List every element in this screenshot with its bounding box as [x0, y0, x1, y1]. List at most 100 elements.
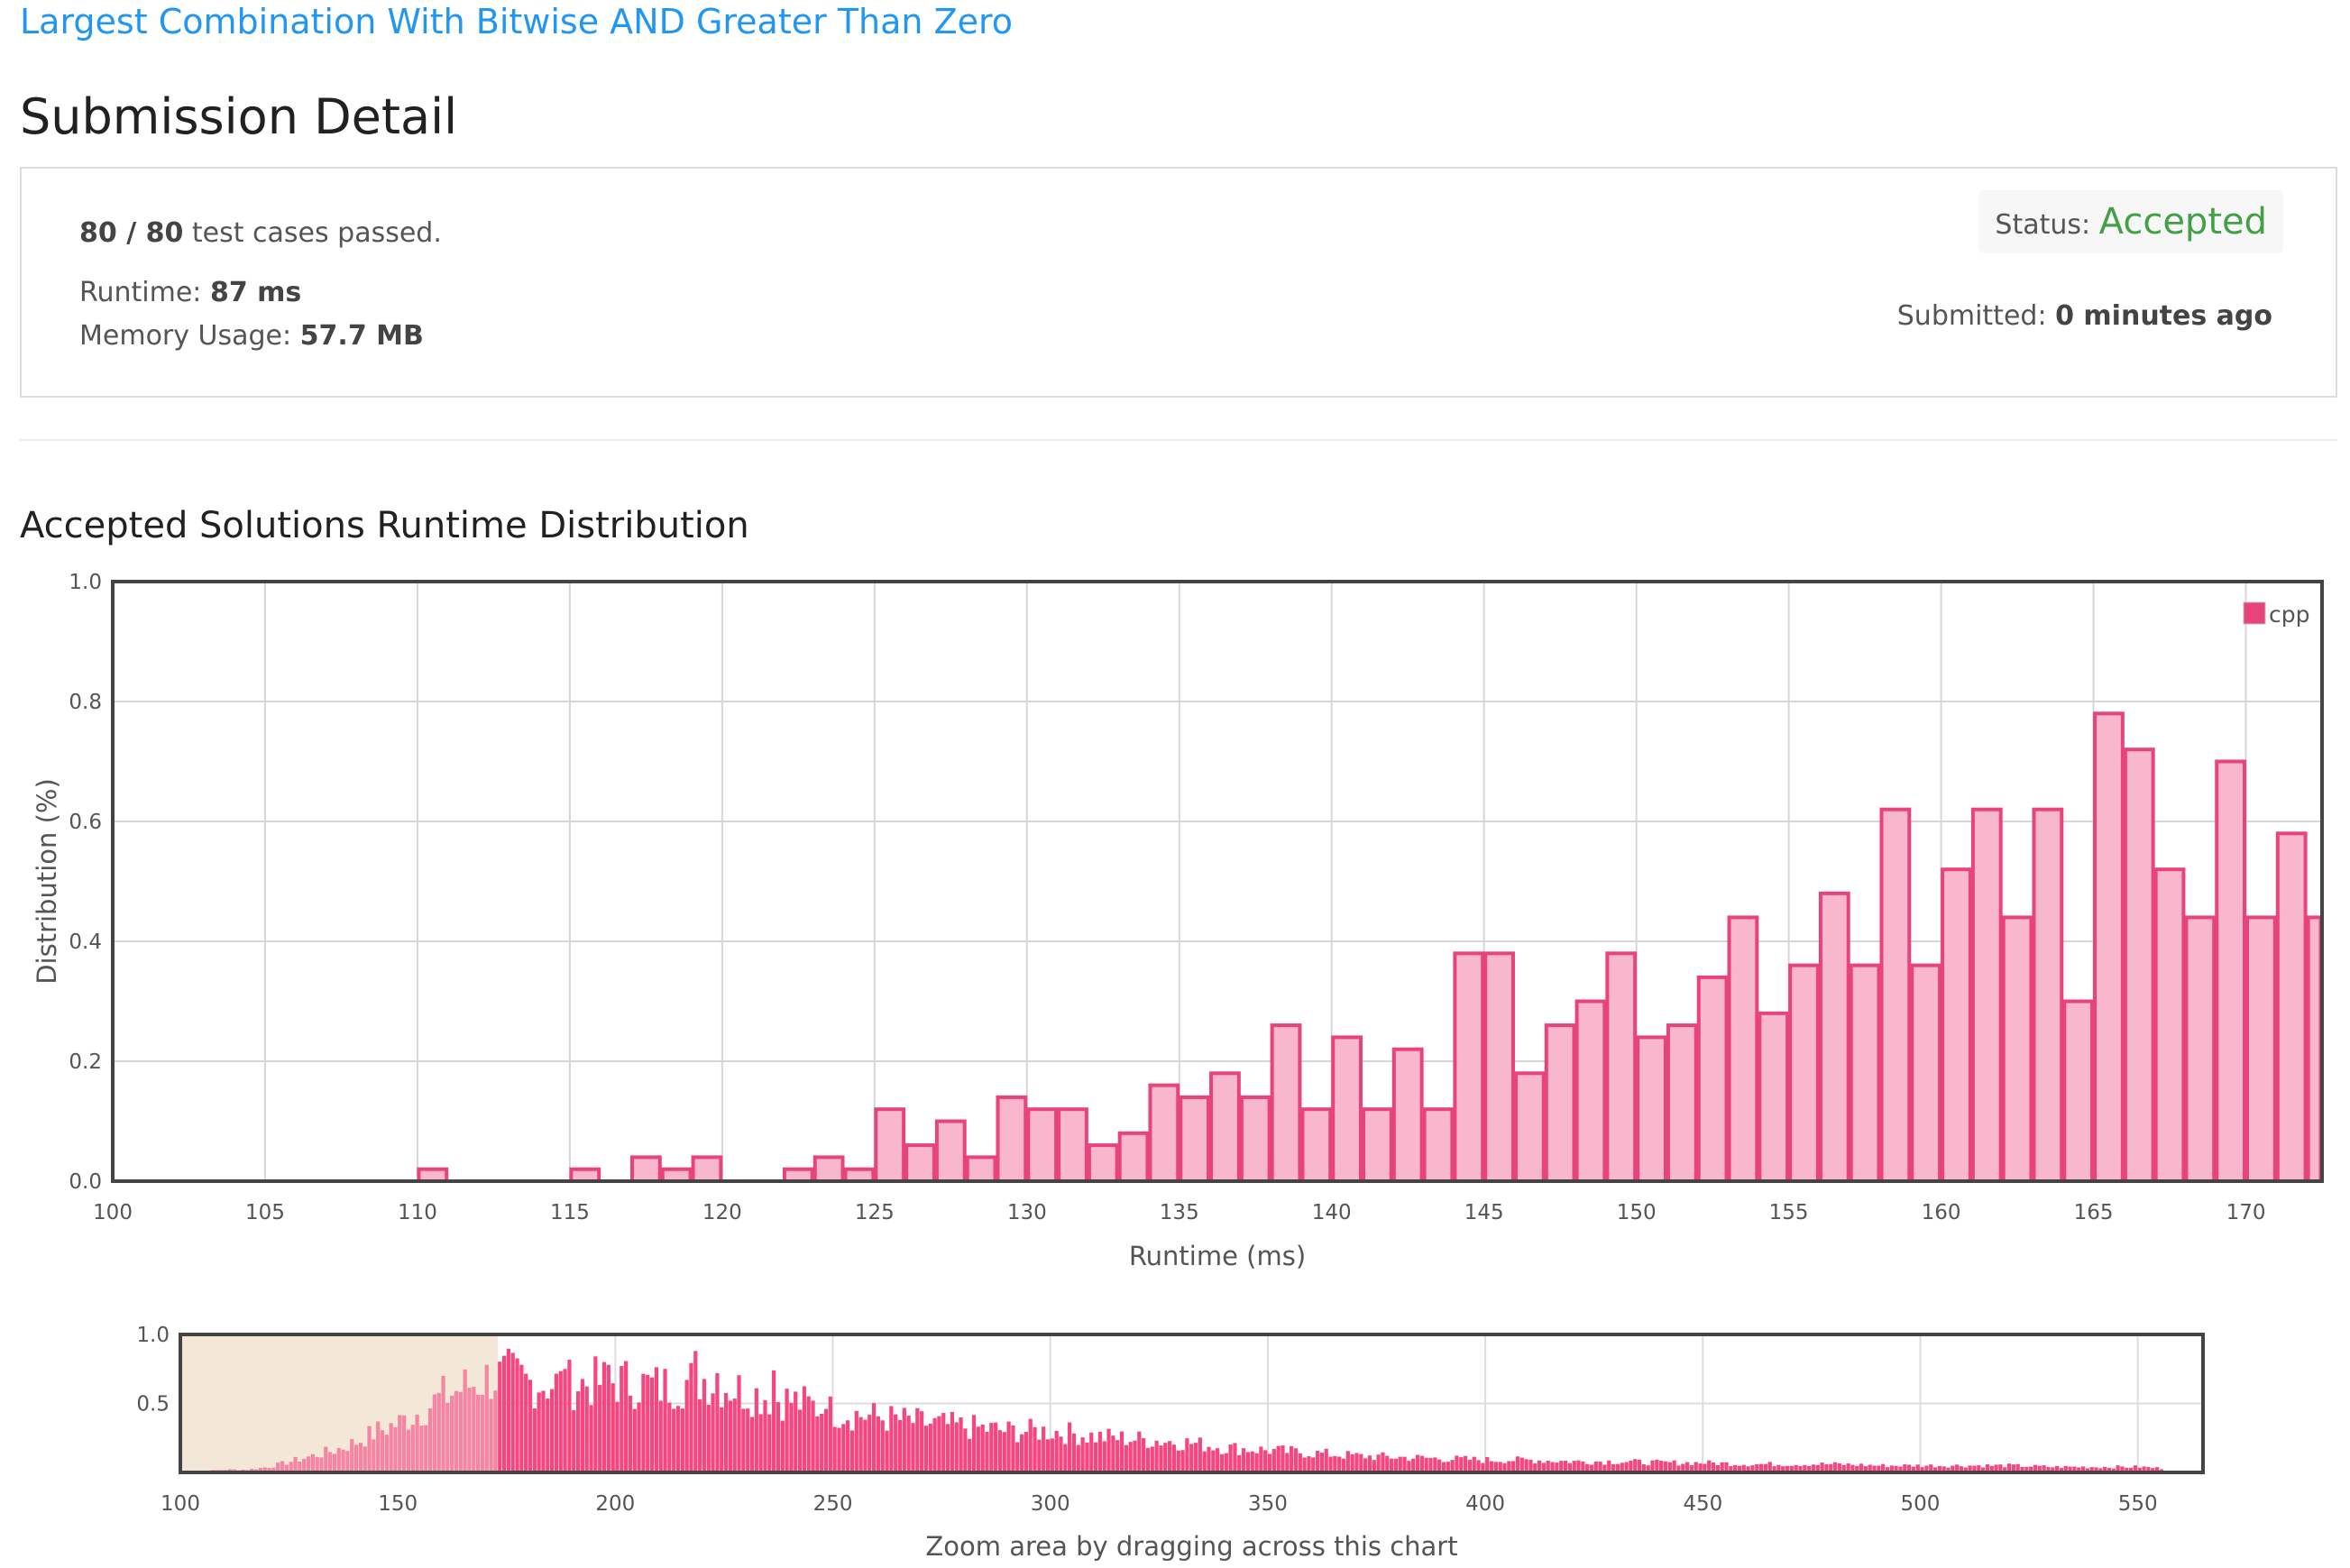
overview-bar [1811, 1464, 1816, 1472]
runtime-bar [996, 1095, 1028, 1184]
runtime-bar [904, 1143, 936, 1183]
overview-bar [1259, 1446, 1263, 1472]
overview-bar [436, 1392, 441, 1472]
overview-bar [384, 1435, 389, 1472]
main-x-tick-label: 160 [1922, 1201, 1961, 1224]
main-chart[interactable]: 100 105 110 115 120 125 130 135 140 145 150 155 160 1… [32, 571, 2324, 1271]
overview-bar [2029, 1466, 2033, 1472]
overview-bar [1703, 1463, 1707, 1472]
overview-bar [1281, 1445, 1285, 1472]
overview-bar [1846, 1463, 1850, 1472]
overview-bar [693, 1351, 698, 1472]
overview-bar [1855, 1465, 1859, 1472]
overview-bar [1441, 1462, 1446, 1472]
overview-bar [906, 1416, 911, 1472]
overview-bar [1715, 1464, 1720, 1472]
overview-bar [1298, 1453, 1302, 1472]
overview-bar [1803, 1464, 1807, 1472]
overview-bar [1951, 1465, 1955, 1472]
overview-bar [324, 1446, 328, 1472]
overview-bar [2046, 1467, 2051, 1472]
main-x-tick-label: 100 [93, 1201, 133, 1224]
overview-bar [684, 1380, 689, 1472]
overview-bar [1572, 1461, 1576, 1472]
overview-x-tick-label: 400 [1465, 1492, 1505, 1516]
overview-bar [1620, 1463, 1624, 1472]
overview-bar [402, 1415, 407, 1472]
overview-bar [954, 1422, 959, 1472]
overview-bar [367, 1426, 372, 1472]
overview-bar [593, 1356, 598, 1472]
overview-bar [920, 1411, 924, 1472]
overview-bar [2154, 1467, 2160, 1472]
overview-bar [711, 1393, 715, 1472]
overview-bar [1581, 1461, 1585, 1472]
overview-bar [641, 1373, 646, 1472]
runtime-bar [1453, 951, 1485, 1184]
overview-bar [871, 1403, 877, 1472]
overview-bar [558, 1371, 563, 1472]
overview-bar [1733, 1464, 1738, 1472]
overview-bar [728, 1400, 733, 1472]
overview-bar [963, 1428, 968, 1472]
overview-bar [706, 1405, 711, 1472]
memory-line: Memory Usage: 57.7 MB [79, 320, 424, 352]
overview-bar [1767, 1462, 1772, 1472]
overview-bar [350, 1438, 354, 1472]
overview-bar [341, 1449, 345, 1472]
overview-bar [1071, 1433, 1077, 1472]
overview-bar [794, 1391, 798, 1472]
overview-bar [1472, 1456, 1476, 1472]
status-value: Accepted [2098, 201, 2267, 243]
overview-chart[interactable]: 100 150 200 250 300 350 400 450 500 550 0.5 1.0 Zoo… [136, 1324, 2205, 1562]
overview-bar [306, 1456, 311, 1472]
submitted-label: Submitted: [1896, 300, 2056, 332]
overview-bar [1515, 1456, 1520, 1472]
overview-bar [1219, 1453, 1225, 1472]
section-divider [20, 439, 2337, 441]
overview-bar [702, 1379, 707, 1472]
overview-bar [2051, 1467, 2055, 1472]
overview-bar [476, 1394, 481, 1472]
main-x-tick-label: 135 [1160, 1201, 1199, 1224]
overview-bar [1233, 1443, 1237, 1472]
runtime-line: Runtime: 87 ms [79, 277, 301, 308]
overview-bar [632, 1408, 637, 1472]
overview-bar [858, 1417, 863, 1472]
overview-bar [1507, 1461, 1511, 1472]
runtime-bar [1117, 1131, 1150, 1184]
overview-bar [2063, 1465, 2068, 1472]
legend[interactable]: cpp [2243, 601, 2309, 628]
overview-bar [1485, 1457, 1490, 1472]
overview-bar [911, 1423, 915, 1472]
overview-bar [319, 1457, 324, 1472]
overview-bar [1541, 1463, 1547, 1472]
overview-bar [663, 1369, 667, 1472]
overview-bar [1198, 1437, 1202, 1472]
overview-bar [1615, 1463, 1620, 1472]
problem-title-link[interactable]: Largest Combination With Bitwise AND Gre… [20, 2, 1014, 41]
overview-bar [410, 1425, 415, 1472]
overview-bar [1942, 1466, 1946, 1472]
overview-bar [968, 1438, 972, 1472]
overview-bar [832, 1426, 837, 1472]
overview-bar [780, 1420, 785, 1472]
overview-bar [1585, 1463, 1590, 1472]
overview-bar [2094, 1467, 2098, 1472]
overview-bar [406, 1429, 411, 1472]
overview-bar [915, 1408, 920, 1472]
chart-title: Accepted Solutions Runtime Distribution [20, 505, 749, 546]
overview-bar [1946, 1467, 1951, 1472]
overview-bar [941, 1413, 946, 1472]
overview-bar [1089, 1432, 1094, 1472]
overview-bar [802, 1386, 807, 1472]
overview-bar [985, 1431, 989, 1472]
runtime-bar [1727, 915, 1759, 1184]
overview-bar [789, 1402, 794, 1472]
overview-bar [1311, 1457, 1316, 1472]
overview-bar [1228, 1444, 1233, 1472]
runtime-bar [2215, 759, 2247, 1183]
overview-bar [1037, 1439, 1042, 1472]
runtime-bar [1179, 1095, 1211, 1184]
overview-bar [541, 1390, 546, 1472]
